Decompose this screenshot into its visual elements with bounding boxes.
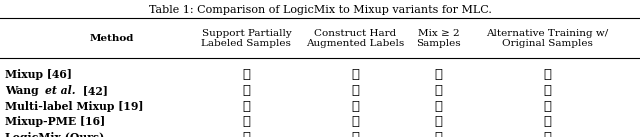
Text: ✗: ✗ bbox=[243, 68, 250, 81]
Text: ✗: ✗ bbox=[351, 115, 359, 128]
Text: Table 1: Comparison of LogicMix to Mixup variants for MLC.: Table 1: Comparison of LogicMix to Mixup… bbox=[148, 5, 492, 15]
Text: ✗: ✗ bbox=[435, 68, 442, 81]
Text: Method: Method bbox=[90, 34, 134, 43]
Text: Construct Hard
Augmented Labels: Construct Hard Augmented Labels bbox=[306, 29, 404, 48]
Text: ✗: ✗ bbox=[435, 100, 442, 113]
Text: ✗: ✗ bbox=[543, 100, 551, 113]
Text: LogicMix (Ours): LogicMix (Ours) bbox=[5, 132, 104, 137]
Text: [42]: [42] bbox=[79, 85, 108, 96]
Text: Wang: Wang bbox=[5, 85, 42, 96]
Text: et al.: et al. bbox=[45, 85, 76, 96]
Text: ✗: ✗ bbox=[435, 115, 442, 128]
Text: Mixup-PME [16]: Mixup-PME [16] bbox=[5, 116, 106, 127]
Text: ✓: ✓ bbox=[543, 131, 551, 137]
Text: Alternative Training w/
Original Samples: Alternative Training w/ Original Samples bbox=[486, 29, 609, 48]
Text: ✗: ✗ bbox=[543, 68, 551, 81]
Text: ✓: ✓ bbox=[543, 84, 551, 97]
Text: ✓: ✓ bbox=[243, 115, 250, 128]
Text: Support Partially
Labeled Samples: Support Partially Labeled Samples bbox=[202, 29, 291, 48]
Text: ✓: ✓ bbox=[351, 84, 359, 97]
Text: ✓: ✓ bbox=[435, 131, 442, 137]
Text: ✗: ✗ bbox=[351, 68, 359, 81]
Text: Mixup [46]: Mixup [46] bbox=[5, 69, 72, 80]
Text: ✓: ✓ bbox=[351, 131, 359, 137]
Text: ✓: ✓ bbox=[351, 100, 359, 113]
Text: ✓: ✓ bbox=[243, 131, 250, 137]
Text: ✗: ✗ bbox=[435, 84, 442, 97]
Text: ✗: ✗ bbox=[243, 84, 250, 97]
Text: ✗: ✗ bbox=[243, 100, 250, 113]
Text: ✗: ✗ bbox=[543, 115, 551, 128]
Text: Multi-label Mixup [19]: Multi-label Mixup [19] bbox=[5, 101, 143, 112]
Text: Mix ≥ 2
Samples: Mix ≥ 2 Samples bbox=[416, 29, 461, 48]
